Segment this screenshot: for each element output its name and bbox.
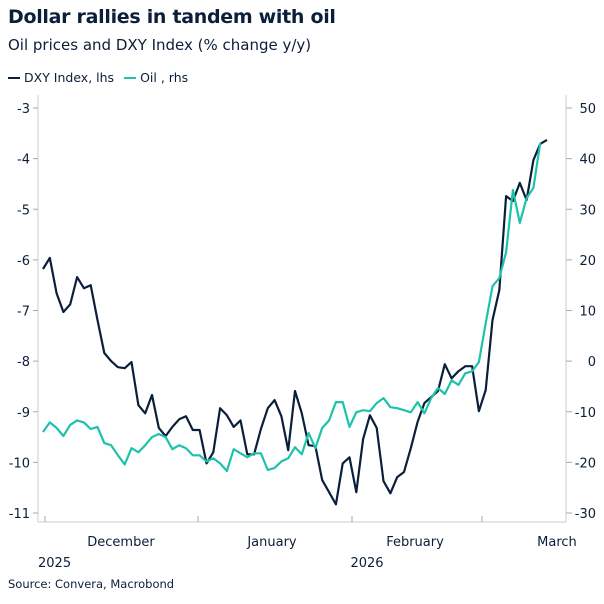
- left-tick-label: -7: [17, 305, 30, 320]
- left-tick-label: -10: [9, 456, 30, 471]
- left-tick-label: -5: [17, 203, 30, 218]
- right-tick-label: -20: [575, 456, 596, 471]
- x-year-label: 2026: [350, 556, 383, 571]
- right-tick-label: 0: [588, 355, 596, 370]
- dxy-line: [42, 138, 548, 506]
- right-tick-label: -10: [575, 406, 596, 421]
- left-tick-label: -9: [17, 406, 30, 421]
- left-tick-label: -6: [17, 254, 30, 269]
- legend: DXY Index, lhs Oil , rhs: [8, 70, 188, 85]
- x-tick-label: March: [537, 535, 577, 550]
- chart-title: Dollar rallies in tandem with oil: [8, 6, 336, 28]
- legend-item-dxy: DXY Index, lhs: [8, 70, 114, 85]
- legend-label-dxy: DXY Index, lhs: [24, 70, 115, 85]
- left-tick-label: -11: [9, 507, 30, 522]
- legend-item-oil: Oil , rhs: [124, 70, 188, 85]
- legend-label-oil: Oil , rhs: [140, 70, 189, 85]
- right-tick-label: -30: [575, 507, 596, 522]
- x-tick-label: January: [246, 535, 297, 550]
- left-tick-label: -8: [17, 355, 30, 370]
- right-tick-label: 30: [579, 203, 596, 218]
- right-tick-label: 50: [579, 102, 596, 117]
- legend-swatch-dxy: [8, 76, 20, 79]
- left-tick-label: -4: [17, 153, 30, 168]
- right-tick-label: 40: [579, 153, 596, 168]
- left-tick-label: -3: [17, 102, 30, 117]
- oil-line: [42, 142, 542, 473]
- right-tick-label: 20: [579, 254, 596, 269]
- x-tick-label: February: [386, 535, 444, 550]
- x-tick-label: December: [87, 535, 155, 550]
- source-note: Source: Convera, Macrobond: [8, 577, 175, 591]
- legend-swatch-oil: [124, 76, 137, 79]
- x-year-label: 2025: [38, 556, 71, 571]
- chart-subtitle: Oil prices and DXY Index (% change y/y): [8, 36, 312, 54]
- right-tick-label: 10: [579, 305, 596, 320]
